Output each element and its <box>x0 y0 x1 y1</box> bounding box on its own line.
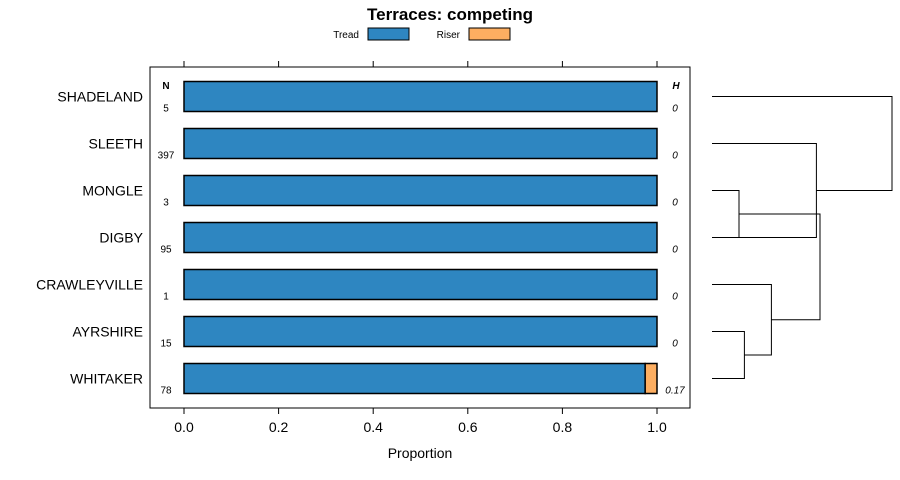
h-value: 0 <box>672 292 678 303</box>
legend-label-tread: Tread <box>333 30 359 41</box>
dendrogram-branch <box>712 331 745 379</box>
h-value: 0 <box>672 339 678 350</box>
legend: Tread Riser <box>333 27 511 41</box>
n-value: 1 <box>163 292 169 303</box>
legend-swatch-tread <box>367 27 410 41</box>
n-value: 15 <box>160 339 172 350</box>
legend-label-riser: Riser <box>437 30 461 41</box>
h-value: 0 <box>672 198 678 209</box>
bar-layer: SHADELAND 5 0 SLEETH 397 0 MONGLE 3 0 DIGBY 95 0 CRA… <box>36 80 685 397</box>
x-axis-label: Proportion <box>388 445 453 461</box>
dendrogram-branch <box>739 213 821 321</box>
bar-tread <box>183 221 658 254</box>
chart-title: Terraces: competing <box>367 5 533 24</box>
x-axis: 0.0 0.2 0.4 0.6 0.8 1.0 <box>174 61 667 435</box>
h-value: 0 <box>672 245 678 256</box>
x-tick-label: 0.8 <box>553 419 573 435</box>
n-value: 78 <box>160 386 172 397</box>
n-header: N <box>162 81 169 92</box>
x-tick-label: 0.0 <box>174 419 194 435</box>
category-label: WHITAKER <box>70 371 143 387</box>
n-value: 5 <box>163 104 169 115</box>
bar-tread <box>183 268 658 301</box>
h-header: H <box>672 81 680 92</box>
h-value: 0 <box>672 151 678 162</box>
x-tick-label: 0.2 <box>269 419 289 435</box>
plot-panel <box>149 66 691 409</box>
n-value: 3 <box>163 198 169 209</box>
n-value: 95 <box>160 245 172 256</box>
dendrogram-branch <box>712 96 893 191</box>
bar-tread <box>183 127 658 160</box>
bar-riser <box>644 362 658 395</box>
x-tick-label: 0.6 <box>458 419 478 435</box>
category-label: SHADELAND <box>57 89 143 105</box>
category-label: MONGLE <box>82 183 143 199</box>
category-label: DIGBY <box>99 230 143 246</box>
category-label: CRAWLEYVILLE <box>36 277 143 293</box>
x-tick-label: 0.4 <box>363 419 383 435</box>
n-value: 397 <box>158 151 175 162</box>
h-value: 0.17 <box>665 386 685 397</box>
bar-tread <box>183 80 658 113</box>
x-tick-label: 1.0 <box>647 419 667 435</box>
bar-tread <box>183 362 646 395</box>
category-label: SLEETH <box>89 136 143 152</box>
legend-swatch-riser <box>468 27 511 41</box>
dendrogram-branch <box>712 284 772 356</box>
dendrogram-branch <box>712 190 740 238</box>
dendrogram <box>712 96 893 379</box>
h-value: 0 <box>672 104 678 115</box>
category-label: AYRSHIRE <box>72 324 143 340</box>
bar-tread <box>183 174 658 207</box>
bar-tread <box>183 315 658 348</box>
